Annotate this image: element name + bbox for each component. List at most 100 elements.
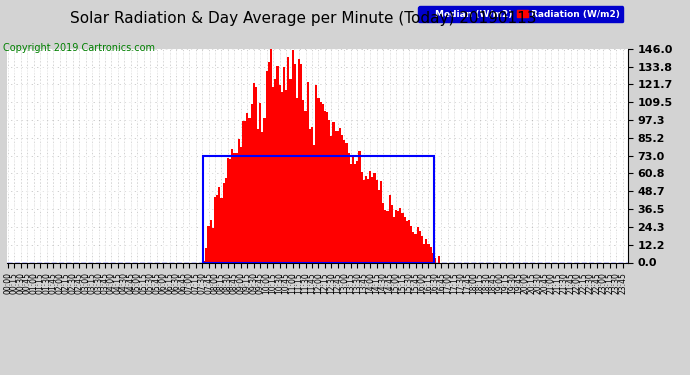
Bar bbox=[378, 190, 380, 262]
Bar bbox=[429, 247, 432, 262]
Bar bbox=[344, 140, 346, 262]
Bar bbox=[328, 120, 331, 262]
Bar bbox=[423, 244, 425, 262]
Bar bbox=[412, 232, 415, 262]
Bar bbox=[264, 118, 266, 262]
Bar bbox=[410, 226, 412, 262]
Bar bbox=[240, 147, 242, 262]
Bar bbox=[250, 104, 253, 262]
Bar bbox=[242, 121, 244, 262]
Bar bbox=[432, 253, 434, 262]
Bar bbox=[382, 202, 384, 262]
Bar bbox=[283, 68, 285, 262]
Bar bbox=[348, 153, 350, 262]
Bar bbox=[369, 171, 371, 262]
Bar bbox=[227, 158, 229, 262]
Bar bbox=[400, 207, 402, 262]
Bar bbox=[229, 159, 231, 262]
Bar bbox=[289, 79, 291, 262]
Bar bbox=[222, 183, 225, 262]
Bar bbox=[341, 135, 344, 262]
Bar bbox=[237, 139, 240, 262]
Bar bbox=[337, 131, 339, 262]
Bar bbox=[395, 210, 397, 262]
Bar bbox=[397, 211, 400, 262]
Legend: Median (W/m2), Radiation (W/m2): Median (W/m2), Radiation (W/m2) bbox=[418, 6, 623, 22]
Bar bbox=[354, 164, 356, 262]
Bar bbox=[206, 248, 208, 262]
Bar bbox=[218, 187, 220, 262]
Bar bbox=[302, 100, 304, 262]
Bar bbox=[326, 112, 328, 262]
Bar bbox=[210, 220, 212, 262]
Bar bbox=[274, 79, 277, 262]
Bar bbox=[380, 181, 382, 262]
Bar bbox=[259, 103, 262, 262]
Bar bbox=[417, 227, 419, 262]
Bar bbox=[393, 217, 395, 262]
Bar bbox=[304, 111, 306, 262]
Bar bbox=[270, 39, 272, 262]
Bar bbox=[315, 85, 317, 262]
Bar bbox=[225, 178, 227, 262]
Bar bbox=[408, 220, 410, 262]
Bar bbox=[235, 153, 237, 262]
Bar bbox=[313, 145, 315, 262]
Bar bbox=[285, 90, 287, 262]
Bar bbox=[427, 244, 429, 262]
Bar bbox=[298, 58, 300, 262]
Bar bbox=[339, 128, 341, 262]
Bar bbox=[402, 213, 404, 262]
Bar bbox=[333, 122, 335, 262]
Bar bbox=[373, 173, 375, 262]
Bar bbox=[262, 132, 264, 262]
Bar bbox=[421, 236, 423, 262]
Bar bbox=[375, 180, 378, 262]
Bar bbox=[358, 151, 360, 262]
Bar bbox=[203, 261, 206, 262]
Bar bbox=[371, 177, 373, 262]
Bar bbox=[287, 57, 289, 262]
Bar bbox=[212, 228, 214, 262]
Bar bbox=[388, 195, 391, 262]
Bar bbox=[203, 156, 434, 262]
Bar bbox=[367, 179, 369, 262]
Bar bbox=[233, 153, 235, 262]
Bar bbox=[438, 256, 440, 262]
Text: Solar Radiation & Day Average per Minute (Today) 20190113: Solar Radiation & Day Average per Minute… bbox=[70, 11, 537, 26]
Bar bbox=[384, 210, 386, 262]
Bar bbox=[281, 92, 283, 262]
Bar bbox=[214, 196, 216, 262]
Bar bbox=[356, 161, 358, 262]
Bar bbox=[352, 155, 354, 262]
Bar bbox=[322, 104, 324, 262]
Bar bbox=[386, 211, 388, 262]
Bar bbox=[231, 148, 233, 262]
Bar bbox=[272, 87, 274, 262]
Bar bbox=[246, 113, 248, 262]
Bar bbox=[404, 217, 406, 262]
Bar bbox=[306, 82, 308, 262]
Bar bbox=[324, 111, 326, 262]
Bar bbox=[425, 238, 427, 262]
Bar bbox=[311, 127, 313, 262]
Bar bbox=[350, 164, 352, 262]
Bar bbox=[248, 118, 250, 262]
Bar bbox=[331, 136, 333, 262]
Bar bbox=[220, 198, 222, 262]
Bar bbox=[391, 206, 393, 262]
Bar bbox=[419, 231, 421, 262]
Bar bbox=[415, 234, 417, 262]
Bar bbox=[291, 50, 294, 262]
Bar bbox=[294, 63, 296, 262]
Bar bbox=[365, 177, 367, 262]
Bar bbox=[317, 98, 319, 262]
Bar bbox=[296, 98, 298, 262]
Bar bbox=[257, 129, 259, 262]
Bar bbox=[363, 180, 365, 262]
Bar bbox=[255, 87, 257, 262]
Bar bbox=[434, 258, 436, 262]
Bar bbox=[346, 142, 348, 262]
Bar bbox=[266, 71, 268, 262]
Bar bbox=[279, 85, 281, 262]
